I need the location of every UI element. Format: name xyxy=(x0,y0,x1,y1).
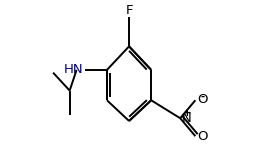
Text: O: O xyxy=(197,130,207,143)
Text: HN: HN xyxy=(64,63,84,76)
Text: -: - xyxy=(200,92,205,102)
Text: N: N xyxy=(182,112,192,125)
Text: F: F xyxy=(125,4,133,17)
Text: +: + xyxy=(182,108,191,118)
Text: O: O xyxy=(197,93,207,106)
